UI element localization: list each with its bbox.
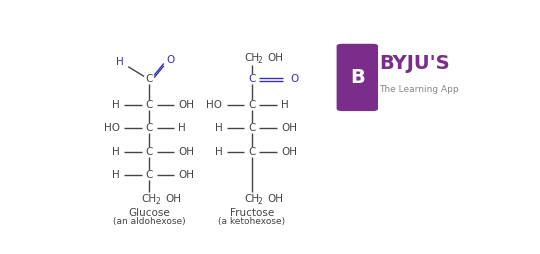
Text: 2: 2 (258, 56, 262, 65)
Text: Fructose: Fructose (230, 208, 274, 218)
Text: OH: OH (267, 194, 284, 204)
FancyBboxPatch shape (336, 44, 378, 111)
Text: OH: OH (178, 100, 194, 110)
Text: H: H (112, 100, 120, 110)
Text: (a ketohexose): (a ketohexose) (218, 217, 285, 226)
Text: O: O (290, 74, 299, 84)
Text: HO: HO (104, 123, 120, 133)
Text: HO: HO (206, 100, 222, 110)
Text: C: C (248, 123, 255, 133)
Text: Glucose: Glucose (128, 208, 170, 218)
Text: CH: CH (244, 53, 259, 63)
Text: C: C (145, 100, 153, 110)
Text: C: C (145, 147, 153, 157)
Text: The Learning App: The Learning App (379, 85, 459, 94)
Text: H: H (178, 123, 186, 133)
Text: CH: CH (141, 194, 157, 204)
Text: H: H (214, 147, 222, 157)
Text: C: C (145, 123, 153, 133)
Text: 2: 2 (258, 197, 262, 205)
Text: H: H (281, 100, 289, 110)
Text: H: H (214, 123, 222, 133)
Text: (an aldohexose): (an aldohexose) (113, 217, 185, 226)
Text: OH: OH (165, 194, 181, 204)
Text: OH: OH (178, 147, 194, 157)
Text: B: B (350, 68, 364, 87)
Text: OH: OH (281, 147, 297, 157)
Text: OH: OH (281, 123, 297, 133)
Text: C: C (248, 100, 255, 110)
Text: OH: OH (267, 53, 284, 63)
Text: OH: OH (178, 170, 194, 180)
Text: O: O (166, 55, 174, 65)
Text: C: C (248, 147, 255, 157)
Text: BYJU'S: BYJU'S (379, 54, 450, 73)
Text: 2: 2 (155, 197, 160, 205)
Text: H: H (112, 170, 120, 180)
Text: C: C (248, 74, 255, 84)
Text: CH: CH (244, 194, 259, 204)
Text: C: C (145, 170, 153, 180)
Text: H: H (116, 57, 124, 67)
Text: C: C (145, 74, 153, 84)
Text: H: H (112, 147, 120, 157)
